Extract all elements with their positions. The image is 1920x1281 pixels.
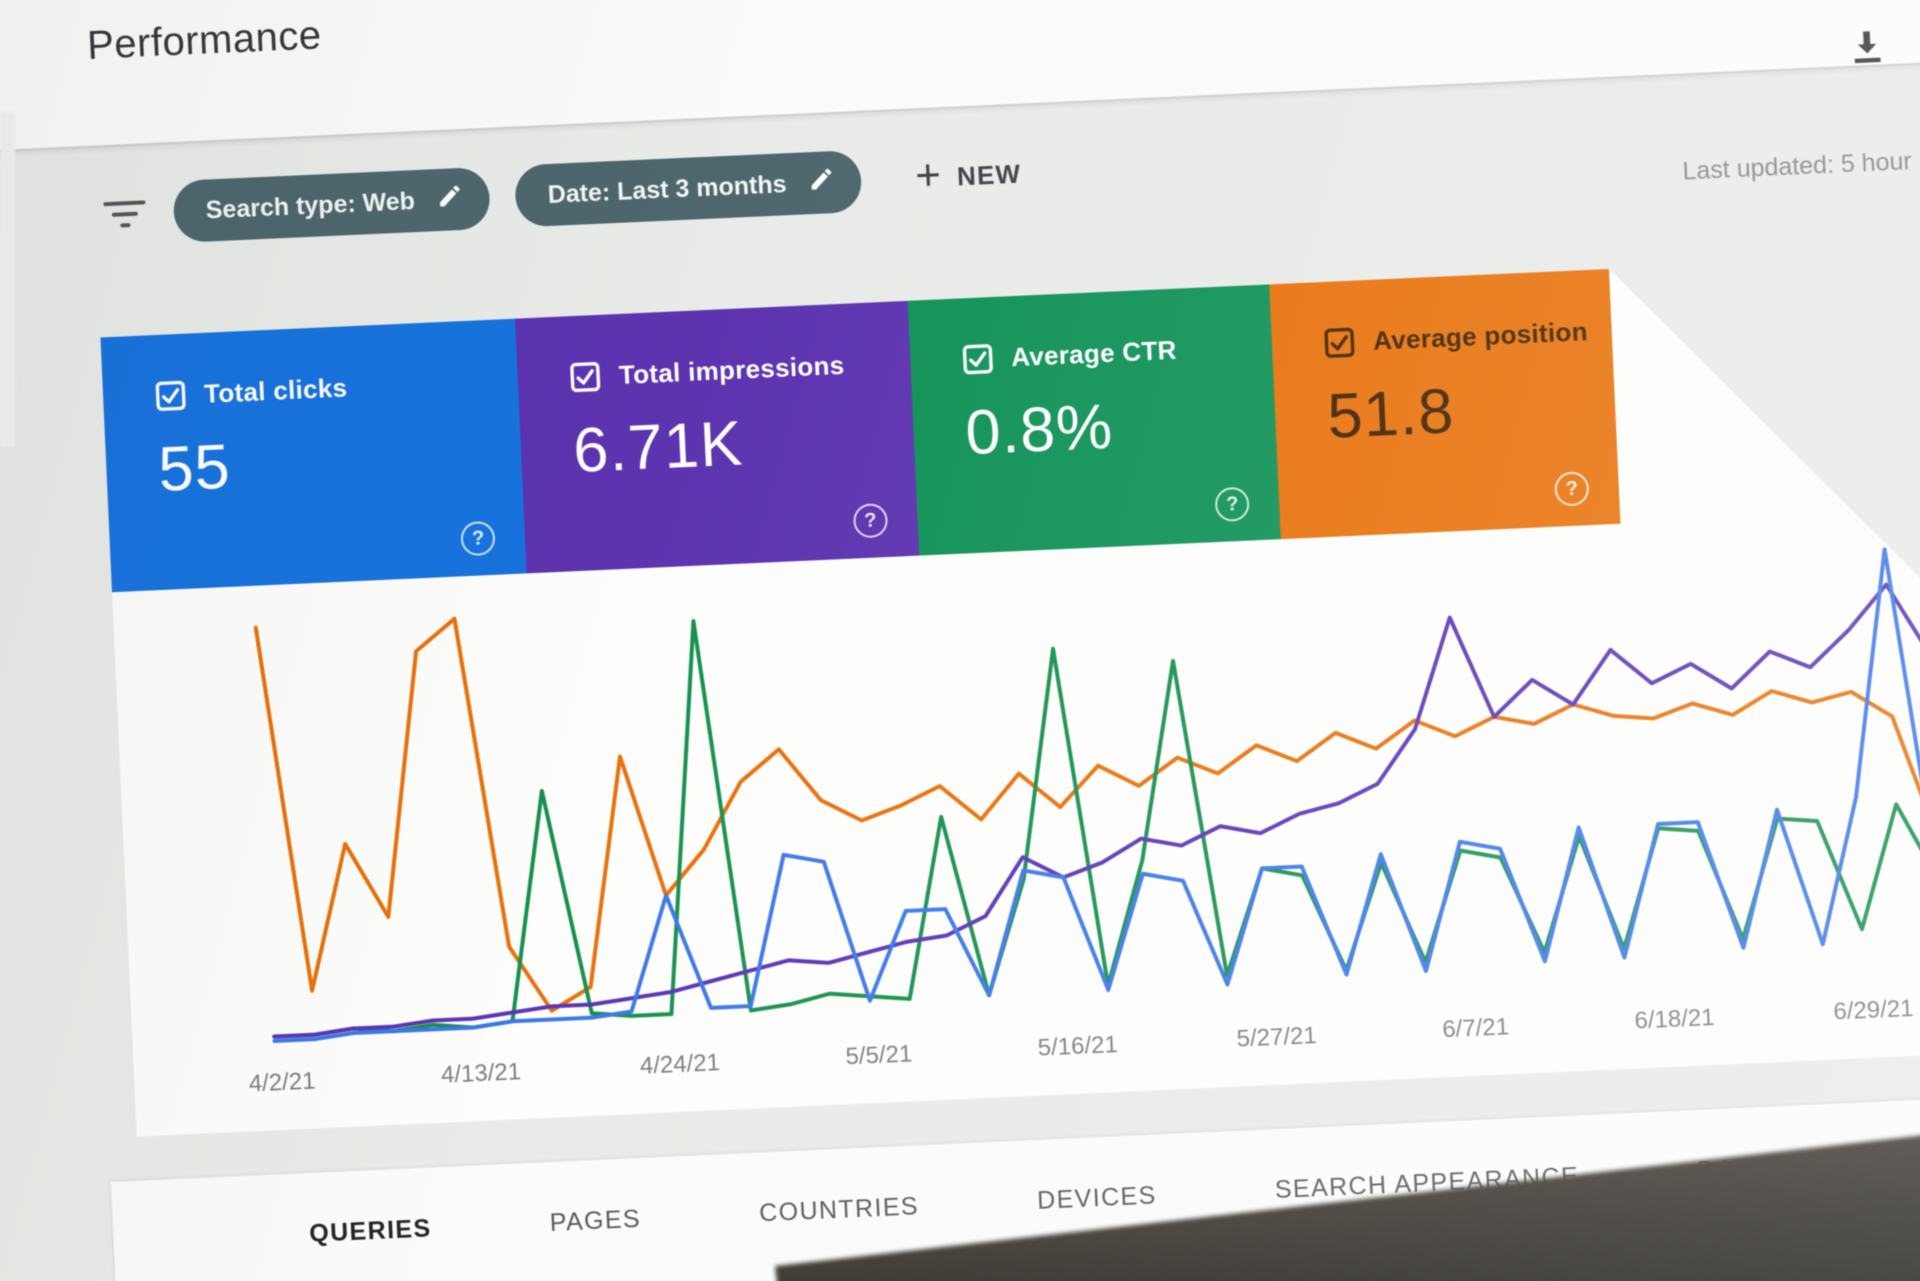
- pencil-icon[interactable]: [808, 165, 837, 200]
- metric-label: Average CTR: [1010, 334, 1178, 373]
- checkbox-checked-icon[interactable]: [154, 380, 186, 412]
- series-total-impressions: [257, 579, 1920, 1036]
- metric-card-average-ctr[interactable]: Average CTR 0.8% ?: [907, 284, 1281, 555]
- page-title: Performance: [86, 13, 323, 68]
- x-axis-tick: 4/13/21: [440, 1058, 522, 1089]
- series-average-position: [256, 548, 1920, 1023]
- x-axis-tick: 4/2/21: [248, 1067, 317, 1098]
- checkbox-checked-icon[interactable]: [569, 361, 601, 393]
- checkbox-checked-icon[interactable]: [961, 343, 993, 375]
- x-axis-tick: 5/27/21: [1236, 1022, 1318, 1053]
- checkbox-checked-icon[interactable]: [1324, 327, 1356, 359]
- search-type-chip[interactable]: Search type: Web: [172, 166, 492, 244]
- tab-queries[interactable]: QUERIES: [303, 1213, 439, 1250]
- metric-card-header: Total clicks: [154, 365, 518, 412]
- x-axis-tick: 5/16/21: [1037, 1031, 1119, 1062]
- filter-lines-icon[interactable]: [101, 196, 148, 232]
- metric-card-header: Total impressions: [569, 347, 911, 393]
- download-icon: [1845, 30, 1890, 72]
- metric-label: Total impressions: [618, 349, 846, 391]
- new-filter-label: NEW: [956, 158, 1022, 191]
- metric-cards-row: Total clicks 55 ? Total impressions 6.71…: [100, 269, 1620, 592]
- date-range-chip[interactable]: Date: Last 3 months: [514, 149, 863, 228]
- tab-devices[interactable]: DEVICES: [1031, 1180, 1164, 1217]
- metric-value: 6.71K: [571, 408, 745, 487]
- metric-value: 0.8%: [963, 391, 1115, 469]
- help-icon[interactable]: ?: [1554, 471, 1590, 507]
- metric-label: Total clicks: [203, 372, 348, 409]
- help-icon[interactable]: ?: [853, 503, 889, 539]
- chart-lines: [242, 506, 1920, 1066]
- pencil-icon[interactable]: [436, 182, 465, 217]
- plus-icon: +: [914, 150, 942, 201]
- page-header: Performance: [0, 0, 1920, 155]
- filter-toolbar: Search type: Web Date: Last 3 months + N…: [100, 141, 1028, 247]
- tab-pages[interactable]: PAGES: [543, 1204, 648, 1240]
- metric-card-header: Average CTR: [961, 330, 1272, 375]
- date-range-chip-label: Date: Last 3 months: [547, 169, 788, 209]
- last-updated-text: Last updated: 5 hour: [1681, 147, 1913, 186]
- help-icon[interactable]: ?: [1215, 487, 1251, 523]
- search-type-chip-label: Search type: Web: [205, 186, 416, 225]
- new-filter-button[interactable]: + NEW: [908, 150, 1028, 201]
- metric-value: 51.8: [1325, 376, 1456, 452]
- series-average-ctr: [256, 562, 1920, 1037]
- x-axis-tick: 6/7/21: [1441, 1013, 1510, 1044]
- help-icon[interactable]: ?: [460, 521, 496, 557]
- performance-chart[interactable]: 4/2/21 4/13/21 4/24/21 5/5/21 5/16/21 5/…: [242, 506, 1920, 1131]
- x-axis-tick: 4/24/21: [639, 1049, 721, 1080]
- monitor-bezel-edge: [0, 112, 15, 447]
- metric-card-total-impressions[interactable]: Total impressions 6.71K ?: [515, 301, 919, 574]
- metric-label: Average position: [1372, 316, 1589, 356]
- series-total-clicks: [256, 544, 1920, 1041]
- x-axis-tick: 5/5/21: [844, 1040, 913, 1071]
- performance-overview-panel: Total clicks 55 ? Total impressions 6.71…: [100, 251, 1920, 1136]
- metric-value: 55: [156, 431, 233, 505]
- x-axis-tick: 6/29/21: [1832, 994, 1915, 1026]
- export-download-button[interactable]: [1838, 18, 1896, 76]
- metric-card-header: Average position: [1324, 315, 1613, 359]
- metric-card-total-clicks[interactable]: Total clicks 55 ?: [100, 319, 526, 593]
- x-axis-tick: 6/18/21: [1633, 1003, 1716, 1035]
- metric-card-average-position[interactable]: Average position 51.8 ?: [1269, 269, 1620, 539]
- tab-countries[interactable]: COUNTRIES: [753, 1191, 926, 1230]
